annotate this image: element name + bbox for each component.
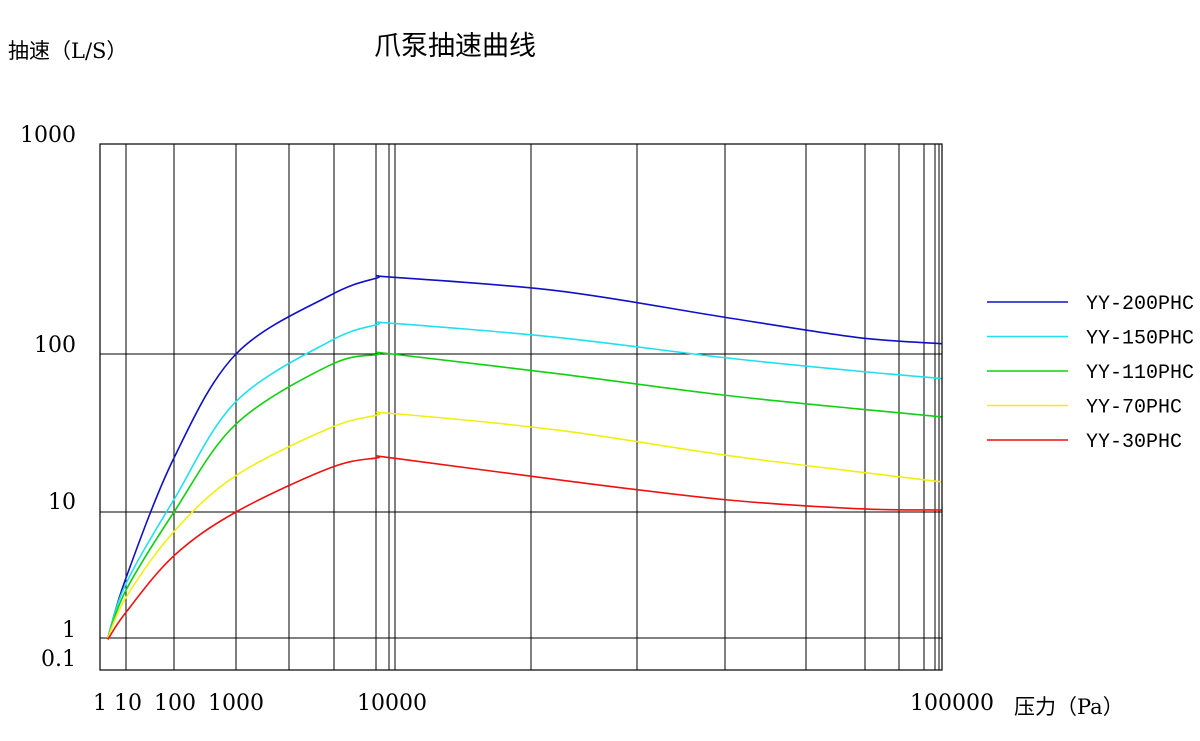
x-axis-label: 压力（Pa）	[1014, 695, 1124, 719]
legend-label: YY-70PHC	[1086, 397, 1182, 420]
y-tick-label: 100	[34, 333, 76, 358]
x-tick-label: 10000	[357, 691, 427, 716]
y-tick-labels: 0.1 1 10 100 1000	[20, 123, 76, 672]
y-tick-label: 1	[62, 618, 76, 643]
y-tick-label: 1000	[20, 123, 76, 148]
x-tick-label: 100	[154, 691, 196, 716]
legend-label: YY-110PHC	[1086, 362, 1194, 385]
x-tick-label: 10	[114, 691, 142, 716]
series-line-yy-150phc	[107, 321, 943, 639]
grid-layer	[100, 144, 942, 670]
series-line-yy-30phc	[107, 455, 943, 640]
y-tick-label: 10	[48, 490, 76, 515]
x-tick-label: 100000	[910, 691, 994, 716]
legend-label: YY-200PHC	[1086, 293, 1194, 316]
plot-frame	[99, 143, 943, 671]
legend-label: YY-150PHC	[1086, 328, 1194, 351]
legend: YY-200PHC YY-150PHC YY-110PHC YY-70PHC YY-30…	[987, 293, 1194, 454]
y-axis-label: 抽速（L/S）	[8, 39, 127, 63]
series-line-yy-70phc	[107, 411, 943, 639]
series-line-yy-110phc	[107, 351, 943, 639]
series-layer	[107, 274, 943, 640]
series-line-yy-200phc	[107, 274, 943, 639]
y-tick-label: 0.1	[41, 647, 76, 672]
x-tick-label: 1	[93, 691, 107, 716]
x-tick-labels: 1 10 100 1000 10000 100000	[93, 691, 994, 716]
x-tick-label: 1000	[208, 691, 264, 716]
chart-title: 爪泵抽速曲线	[374, 31, 536, 62]
legend-label: YY-30PHC	[1086, 431, 1182, 454]
